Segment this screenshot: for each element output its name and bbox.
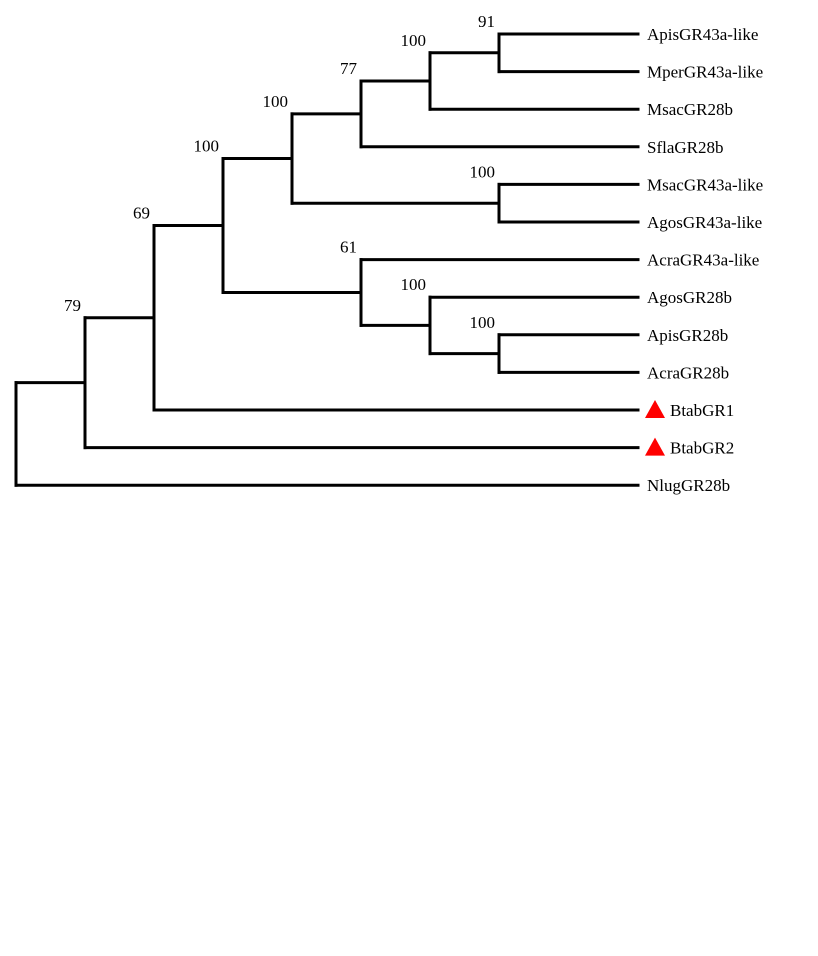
leaf-label: MsacGR43a-like [647,175,763,194]
leaf-label: ApisGR28b [647,326,728,345]
highlight-markers [645,400,665,456]
leaf-label: SflaGR28b [647,138,724,157]
leaf-label: AcraGR43a-like [647,251,759,270]
bootstrap-value: 77 [340,59,358,78]
leaf-label: AgosGR28b [647,288,732,307]
leaf-label: MperGR43a-like [647,63,763,82]
tree-branches [14,32,640,487]
leaf-label: MsacGR28b [647,100,733,119]
bootstrap-value: 100 [401,275,427,294]
leaf-label: AcraGR28b [647,363,729,382]
leaf-labels: ApisGR43a-like MperGR43a-like MsacGR28b Sfl… [647,25,763,495]
bootstrap-value: 100 [470,162,496,181]
bootstrap-value: 61 [340,238,357,257]
bootstrap-value: 100 [401,31,427,50]
leaf-label: BtabGR1 [670,401,734,420]
bootstrap-value: 79 [64,296,81,315]
red-triangle-icon [645,400,665,418]
bootstrap-value: 100 [470,313,496,332]
leaf-label: NlugGR28b [647,476,730,495]
bootstrap-value: 69 [133,204,150,223]
bootstrap-value: 100 [194,137,220,156]
red-triangle-icon [645,437,665,456]
bootstrap-value: 91 [478,12,495,31]
bootstrap-support-values: 91 100 77 100 100 100 100 61 100 69 79 [64,12,495,332]
leaf-label: AgosGR43a-like [647,213,762,232]
bootstrap-value: 100 [263,92,289,111]
leaf-label: ApisGR43a-like [647,25,758,44]
leaf-label: BtabGR2 [670,439,734,458]
